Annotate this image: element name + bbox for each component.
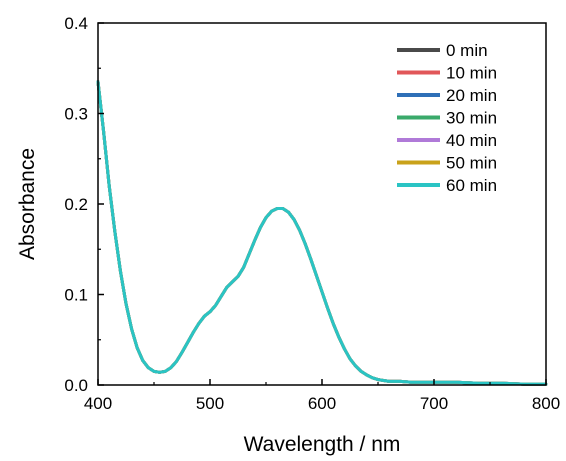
legend-label: 50 min (446, 154, 497, 173)
y-tick-label: 0.0 (64, 376, 88, 395)
ticks-layer: 400 500 600 700 800 0.0 0.1 0.2 0.3 0.4 (64, 14, 560, 413)
y-tick-label: 0.2 (64, 195, 88, 214)
x-tick-label: 600 (308, 394, 336, 413)
y-axis-title: Absorbance (16, 148, 39, 260)
legend-label: 60 min (446, 176, 497, 195)
x-tick-label: 800 (532, 394, 560, 413)
x-axis-title: Wavelength / nm (244, 433, 401, 456)
series-layer (96, 80, 548, 386)
legend-label: 0 min (446, 41, 488, 60)
series-line-6 (96, 80, 548, 386)
legend-label: 30 min (446, 109, 497, 128)
y-tick-label: 0.1 (64, 286, 88, 305)
x-tick-label: 400 (84, 394, 112, 413)
legend-label: 10 min (446, 64, 497, 83)
legend-label: 20 min (446, 86, 497, 105)
legend: 0 min 10 min 20 min 30 min 40 min 50 min 60 mi… (397, 41, 497, 195)
y-tick-label: 0.4 (64, 14, 88, 33)
legend-label: 40 min (446, 131, 497, 150)
x-tick-label: 500 (196, 394, 224, 413)
x-tick-label: 700 (420, 394, 448, 413)
y-tick-label: 0.3 (64, 105, 88, 124)
